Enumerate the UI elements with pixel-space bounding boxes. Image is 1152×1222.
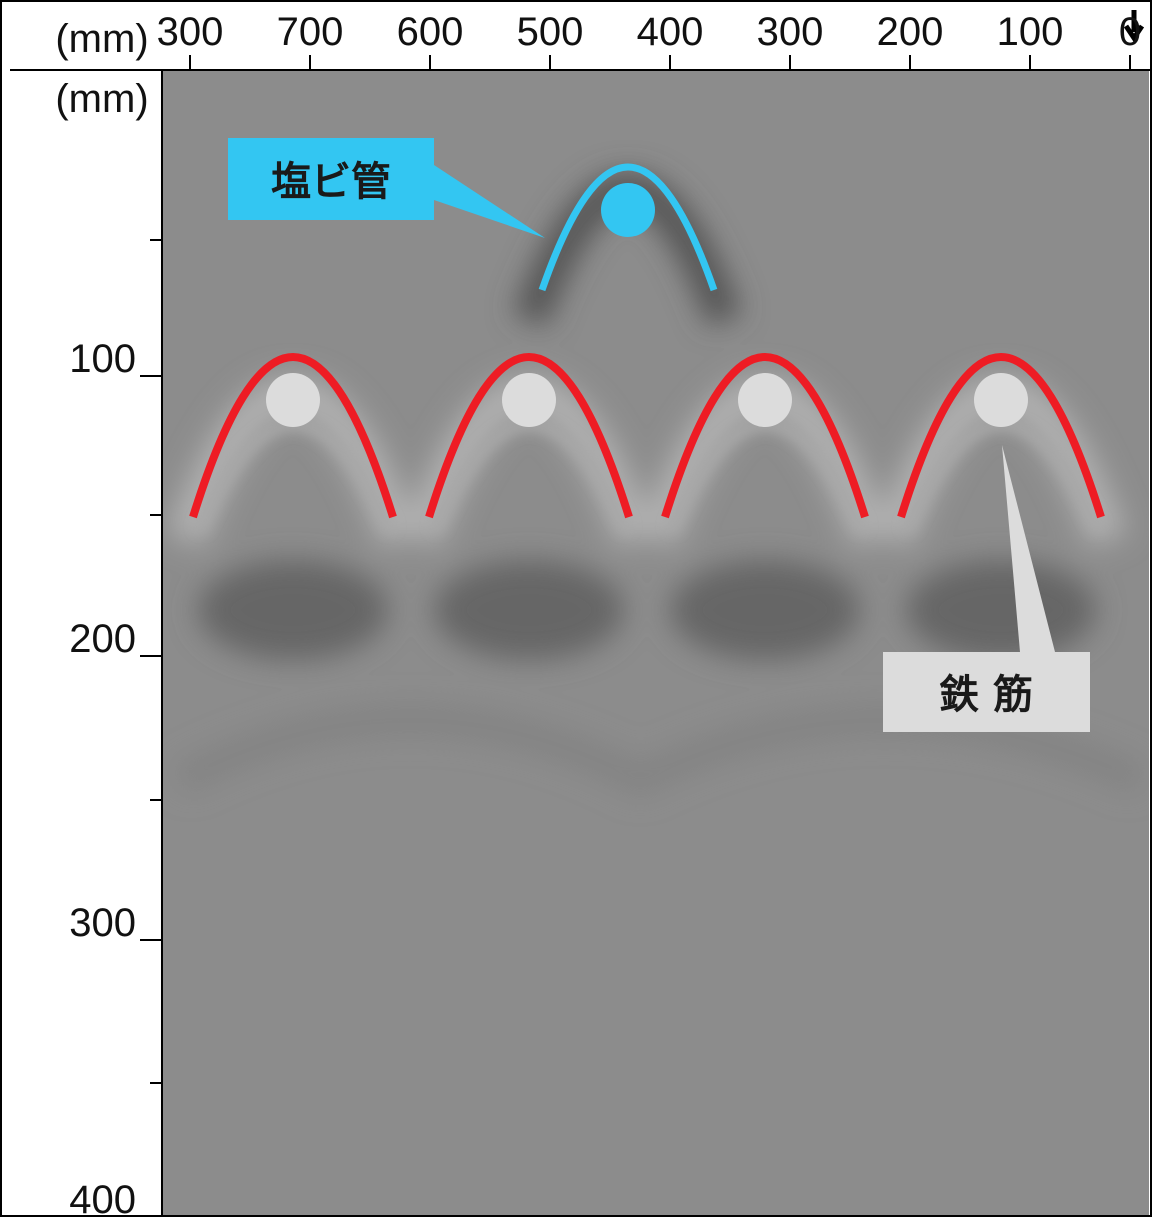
pipe-marker xyxy=(601,183,655,237)
direction-arrow xyxy=(1123,10,1145,43)
top-tick-label: 500 xyxy=(517,10,584,54)
top-tick-label: 0 xyxy=(1119,10,1141,54)
rebar-callout xyxy=(883,445,1090,732)
top-tick-label: 300 xyxy=(757,10,824,54)
pipe-callout xyxy=(228,138,545,238)
top-tick-label: 400 xyxy=(637,10,704,54)
top-tick-label: 300 xyxy=(157,10,224,54)
rebar-markers xyxy=(266,373,1028,427)
top-tick-label: 600 xyxy=(397,10,464,54)
left-tick-label: 400 xyxy=(69,1178,136,1217)
top-axis-unit: (mm) xyxy=(55,17,148,61)
pipe-curve xyxy=(538,163,718,292)
left-axis-unit: (mm) xyxy=(55,77,148,121)
top-tick-label: 700 xyxy=(277,10,344,54)
left-tick-label: 100 xyxy=(69,337,136,381)
rebar-curves xyxy=(189,353,1105,519)
left-tick-label: 300 xyxy=(69,901,136,945)
rebar-label: 鉄 筋 xyxy=(939,672,1033,718)
axis-ticks: 300 700 600 500 400 300 200 100 0 100 200 300 400 xyxy=(69,10,1141,1222)
scan-image xyxy=(163,71,1149,1215)
top-tick-label: 100 xyxy=(997,10,1064,54)
pipe-label: 塩ビ管 xyxy=(271,159,391,205)
left-tick-label: 200 xyxy=(69,617,136,661)
top-tick-label: 200 xyxy=(877,10,944,54)
